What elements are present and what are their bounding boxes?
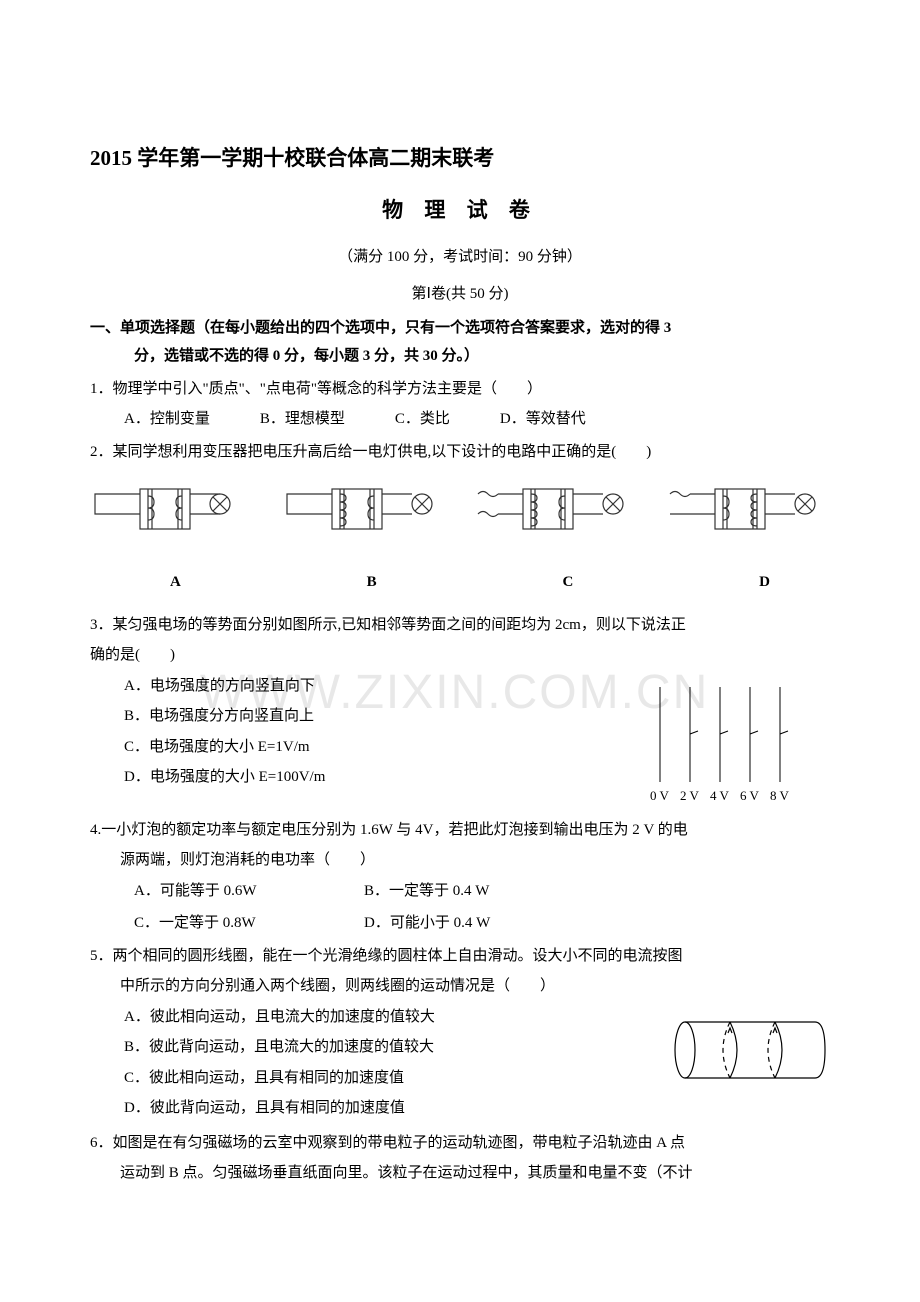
q4-option-d: D．可能小于 0.4 W bbox=[364, 909, 830, 938]
q1-text: 1．物理学中引入"质点"、"点电荷"等概念的科学方法主要是（ ） bbox=[90, 375, 830, 404]
svg-text:4 V: 4 V bbox=[710, 788, 730, 803]
q2-circuit-labels: A B C D bbox=[90, 568, 830, 597]
q4-text-line1: 4.一小灯泡的额定功率与额定电压分别为 1.6W 与 4V，若把此灯泡接到输出电… bbox=[90, 816, 830, 845]
q3-option-c: C．电场强度的大小 E=1V/m bbox=[124, 733, 630, 762]
q5-cylinder-diagram bbox=[670, 1008, 830, 1093]
q4-option-c: C．一定等于 0.8W bbox=[134, 909, 364, 938]
q5-option-c: C．彼此相向运动，且具有相同的加速度值 bbox=[124, 1064, 665, 1093]
q3-option-b: B．电场强度分方向竖直向上 bbox=[124, 702, 630, 731]
q4-text-line2: 源两端，则灯泡消耗的电功率（ ） bbox=[90, 846, 830, 875]
meta-info: （满分 100 分，考试时间：90 分钟） bbox=[90, 244, 830, 271]
q3-option-d: D．电场强度的大小 E=100V/m bbox=[124, 763, 630, 792]
title-sub: 物 理 试 卷 bbox=[90, 192, 830, 230]
q3-equipotential-diagram: 0 V 2 V 4 V 6 V 8 V bbox=[640, 682, 830, 812]
q4-option-b: B．一定等于 0.4 W bbox=[364, 877, 830, 906]
q2-label-d: D bbox=[759, 568, 770, 597]
circuit-c-diagram bbox=[473, 484, 638, 564]
question-4: 4.一小灯泡的额定功率与额定电压分别为 1.6W 与 4V，若把此灯泡接到输出电… bbox=[90, 816, 830, 938]
question-1: 1．物理学中引入"质点"、"点电荷"等概念的科学方法主要是（ ） A．控制变量 … bbox=[90, 375, 830, 434]
q1-option-b: B．理想模型 bbox=[260, 405, 345, 434]
svg-text:6 V: 6 V bbox=[740, 788, 760, 803]
section-header-line1: 一、单项选择题（在每小题给出的四个选项中，只有一个选项符合答案要求，选对的得 3 bbox=[90, 314, 830, 343]
circuit-a-diagram bbox=[90, 484, 255, 564]
q5-option-a: A．彼此相向运动，且电流大的加速度的值较大 bbox=[124, 1003, 665, 1032]
q5-option-d: D．彼此背向运动，且具有相同的加速度值 bbox=[124, 1094, 665, 1123]
q5-text-line1: 5．两个相同的圆形线圈，能在一个光滑绝缘的圆柱体上自由滑动。设大小不同的电流按图 bbox=[90, 942, 830, 971]
svg-text:8 V: 8 V bbox=[770, 788, 790, 803]
q2-circuit-row bbox=[90, 484, 830, 564]
q1-option-a: A．控制变量 bbox=[124, 405, 210, 434]
svg-text:2 V: 2 V bbox=[680, 788, 700, 803]
q5-option-b: B．彼此背向运动，且电流大的加速度的值较大 bbox=[124, 1033, 665, 1062]
q6-text-line2: 运动到 B 点。匀强磁场垂直纸面向里。该粒子在运动过程中，其质量和电量不变（不计 bbox=[90, 1159, 830, 1188]
question-5: 5．两个相同的圆形线圈，能在一个光滑绝缘的圆柱体上自由滑动。设大小不同的电流按图… bbox=[90, 942, 830, 1125]
question-2: 2．某同学想利用变压器把电压升高后给一电灯供电,以下设计的电路中正确的是( ) bbox=[90, 438, 830, 597]
q1-option-d: D．等效替代 bbox=[500, 405, 586, 434]
q2-text: 2．某同学想利用变压器把电压升高后给一电灯供电,以下设计的电路中正确的是( ) bbox=[90, 438, 830, 467]
question-3: 3．某匀强电场的等势面分别如图所示,已知相邻等势面之间的间距均为 2cm，则以下… bbox=[90, 611, 830, 812]
section-header: 一、单项选择题（在每小题给出的四个选项中，只有一个选项符合答案要求，选对的得 3… bbox=[90, 314, 830, 371]
q2-label-a: A bbox=[170, 568, 181, 597]
question-6: 6．如图是在有匀强磁场的云室中观察到的带电粒子的运动轨迹图，带电粒子沿轨迹由 A… bbox=[90, 1129, 830, 1188]
q2-label-b: B bbox=[367, 568, 377, 597]
q1-option-c: C．类比 bbox=[395, 405, 450, 434]
q5-text-line2: 中所示的方向分别通入两个线圈，则两线圈的运动情况是（ ） bbox=[90, 972, 830, 1001]
section-header-line2: 分，选错或不选的得 0 分，每小题 3 分，共 30 分。） bbox=[90, 342, 830, 371]
q4-option-a: A．可能等于 0.6W bbox=[134, 877, 364, 906]
q2-label-c: C bbox=[562, 568, 573, 597]
circuit-b-diagram bbox=[282, 484, 447, 564]
q3-text-line1: 3．某匀强电场的等势面分别如图所示,已知相邻等势面之间的间距均为 2cm，则以下… bbox=[90, 611, 830, 640]
section-label: 第Ⅰ卷(共 50 分) bbox=[90, 281, 830, 308]
svg-text:0 V: 0 V bbox=[650, 788, 670, 803]
title-main: 2015 学年第一学期十校联合体高二期末联考 bbox=[90, 140, 830, 178]
circuit-d-diagram bbox=[665, 484, 830, 564]
q6-text-line1: 6．如图是在有匀强磁场的云室中观察到的带电粒子的运动轨迹图，带电粒子沿轨迹由 A… bbox=[90, 1129, 830, 1158]
q3-text-line2: 确的是( ) bbox=[90, 641, 830, 670]
q3-option-a: A．电场强度的方向竖直向下 bbox=[124, 672, 630, 701]
